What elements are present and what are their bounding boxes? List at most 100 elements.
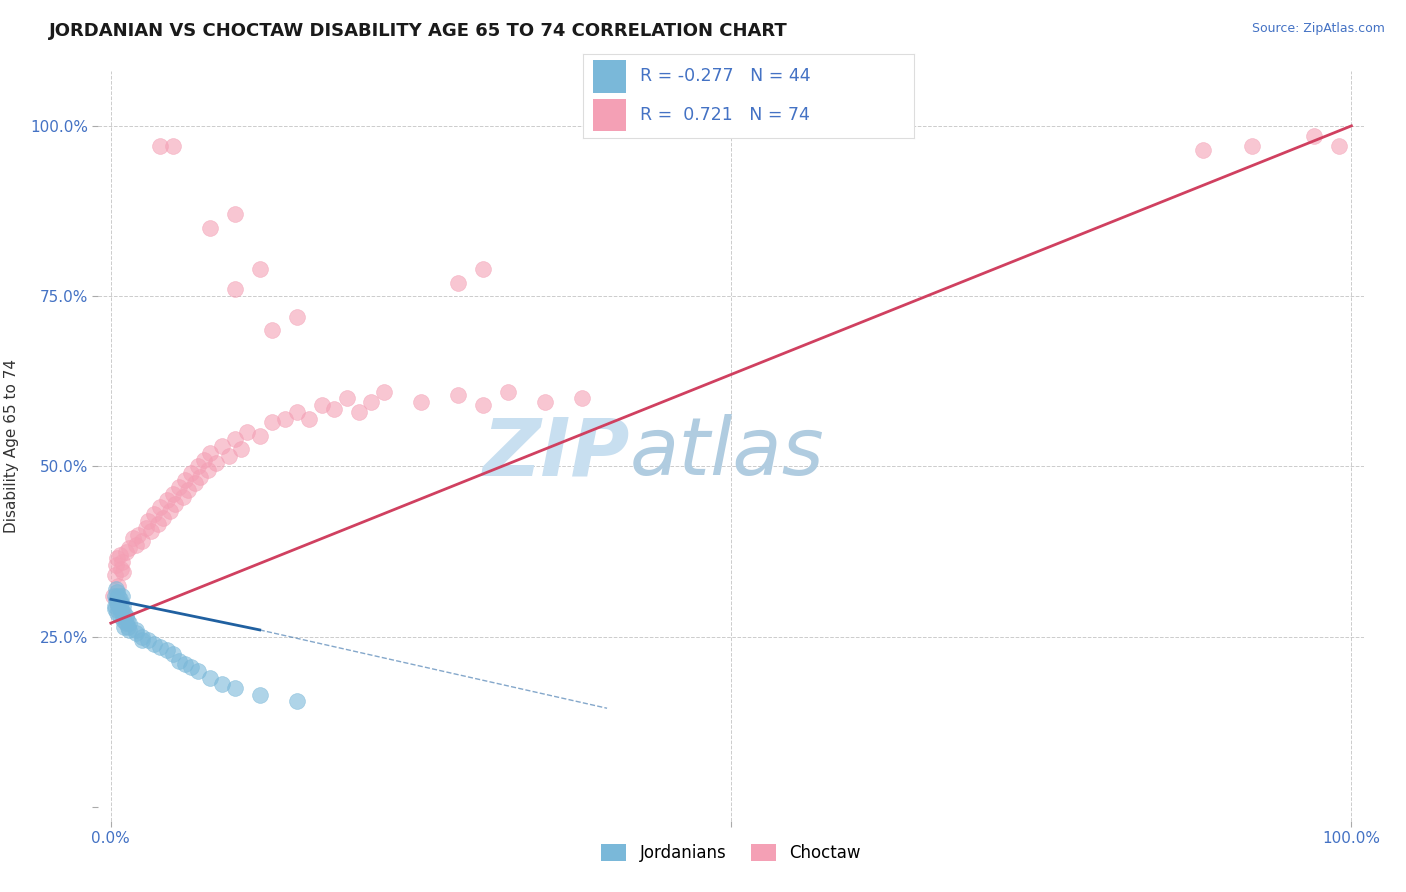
Point bbox=[211, 677, 233, 691]
Point bbox=[117, 619, 139, 633]
Text: Source: ZipAtlas.com: Source: ZipAtlas.com bbox=[1251, 22, 1385, 36]
Point bbox=[124, 626, 146, 640]
Point bbox=[198, 221, 221, 235]
Point bbox=[103, 589, 125, 603]
Point bbox=[273, 411, 295, 425]
Point bbox=[149, 640, 172, 654]
Point bbox=[571, 392, 593, 406]
Point bbox=[198, 671, 221, 685]
Text: JORDANIAN VS CHOCTAW DISABILITY AGE 65 TO 74 CORRELATION CHART: JORDANIAN VS CHOCTAW DISABILITY AGE 65 T… bbox=[49, 22, 787, 40]
Bar bbox=[593, 99, 627, 131]
Bar bbox=[593, 61, 627, 93]
Point bbox=[111, 606, 134, 620]
Point bbox=[103, 589, 125, 603]
Point bbox=[249, 261, 271, 276]
Point bbox=[298, 411, 321, 425]
Point bbox=[197, 463, 219, 477]
Text: atlas: atlas bbox=[630, 415, 825, 492]
Point bbox=[262, 415, 284, 429]
Point bbox=[131, 633, 153, 648]
Point bbox=[110, 596, 132, 610]
Point bbox=[409, 394, 432, 409]
Point bbox=[114, 619, 136, 633]
Point bbox=[104, 558, 127, 573]
Point bbox=[447, 388, 470, 402]
Point bbox=[114, 606, 136, 620]
Point bbox=[114, 616, 136, 631]
Point bbox=[211, 439, 233, 453]
Point bbox=[104, 592, 127, 607]
Point bbox=[177, 483, 200, 498]
Point bbox=[103, 602, 125, 616]
Point bbox=[262, 323, 284, 337]
Point bbox=[108, 592, 131, 607]
Point bbox=[112, 599, 135, 613]
Point bbox=[124, 623, 146, 637]
Point bbox=[112, 613, 135, 627]
Point bbox=[172, 490, 194, 504]
Point bbox=[118, 541, 141, 556]
Point bbox=[107, 589, 129, 603]
Point bbox=[103, 599, 125, 613]
Point bbox=[162, 647, 184, 661]
Point bbox=[187, 664, 209, 678]
Point bbox=[174, 473, 197, 487]
Point bbox=[167, 480, 190, 494]
Point bbox=[115, 613, 138, 627]
Point bbox=[534, 394, 557, 409]
Point bbox=[104, 582, 127, 596]
Point bbox=[107, 599, 129, 613]
Point bbox=[146, 517, 169, 532]
Point bbox=[1303, 129, 1326, 144]
Point bbox=[162, 139, 184, 153]
Point bbox=[156, 493, 179, 508]
Point bbox=[110, 561, 132, 575]
Point bbox=[159, 504, 181, 518]
Point bbox=[1327, 139, 1350, 153]
Point bbox=[347, 405, 370, 419]
Point bbox=[249, 429, 271, 443]
Point bbox=[156, 643, 179, 657]
Point bbox=[193, 452, 215, 467]
Point bbox=[229, 442, 252, 457]
Point bbox=[323, 401, 346, 416]
Point bbox=[165, 497, 187, 511]
Point bbox=[285, 405, 308, 419]
Point bbox=[108, 548, 131, 562]
Text: ZIP: ZIP bbox=[482, 415, 630, 492]
Point bbox=[111, 589, 134, 603]
Point bbox=[198, 446, 221, 460]
Point bbox=[162, 486, 184, 500]
Point bbox=[224, 207, 246, 221]
Point bbox=[114, 544, 136, 558]
Point bbox=[149, 500, 172, 515]
Point bbox=[224, 282, 246, 296]
Text: R =  0.721   N = 74: R = 0.721 N = 74 bbox=[640, 106, 810, 124]
Point bbox=[285, 694, 308, 708]
Legend: Jordanians, Choctaw: Jordanians, Choctaw bbox=[595, 837, 868, 869]
Point bbox=[167, 654, 190, 668]
Point bbox=[224, 681, 246, 695]
Point bbox=[152, 510, 174, 524]
Point bbox=[122, 531, 145, 545]
Point bbox=[103, 568, 125, 582]
Point bbox=[105, 606, 128, 620]
Point bbox=[188, 469, 211, 483]
Point bbox=[118, 616, 141, 631]
Point bbox=[131, 630, 153, 644]
Point bbox=[447, 276, 470, 290]
Point bbox=[135, 521, 157, 535]
Point bbox=[108, 609, 131, 624]
Point bbox=[110, 602, 132, 616]
Point bbox=[105, 551, 128, 566]
Point bbox=[224, 432, 246, 446]
Point bbox=[311, 398, 333, 412]
Point bbox=[124, 538, 146, 552]
Point bbox=[149, 139, 172, 153]
Point bbox=[139, 524, 162, 538]
Point bbox=[180, 660, 202, 674]
Point bbox=[131, 534, 153, 549]
Point bbox=[136, 633, 159, 648]
Point bbox=[1191, 143, 1213, 157]
Text: R = -0.277   N = 44: R = -0.277 N = 44 bbox=[640, 68, 810, 86]
